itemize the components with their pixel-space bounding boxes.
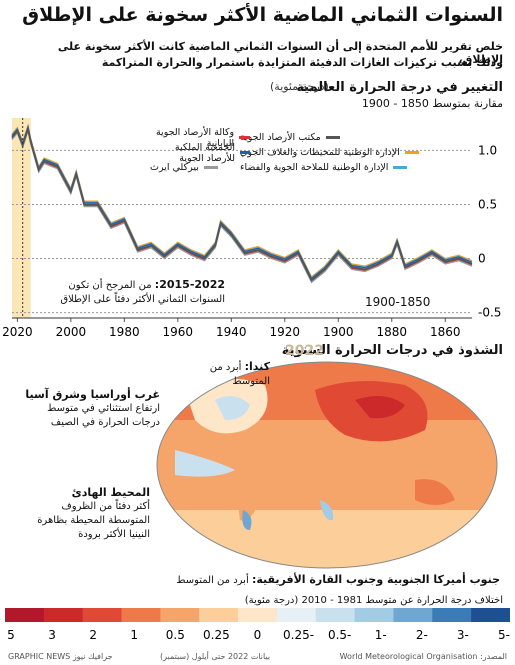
world-anomaly-map: [156, 361, 498, 569]
pacific-bold: المحيط الهادئ: [71, 486, 150, 499]
x-tick-label: 1980: [109, 325, 140, 339]
scale-swatch: [121, 608, 161, 622]
y-tick-label: 0: [478, 252, 486, 266]
scale-swatch: [199, 608, 239, 622]
legend-label: بيركلي ايرث: [150, 162, 199, 173]
recent-years-band: [12, 118, 31, 318]
scale-swatch: [393, 608, 433, 622]
south-note: جنوب أميركا الجنوبية وجنوب القارة الأفري…: [10, 573, 500, 588]
x-tick-label: 2020: [2, 325, 33, 339]
legend-item-nasa: الإدارة الوطنية للملاحة الجوية والفضاء: [240, 160, 468, 175]
scale-tick-label: 0.25: [203, 628, 230, 642]
annotation-bold: 2015-2022:: [154, 278, 225, 291]
data-date: بيانات 2022 حتى أيلول (سبتمبر): [160, 652, 271, 661]
scale-swatch: [238, 608, 278, 622]
map-year: 2022: [285, 343, 324, 359]
page-title: السنوات الثماني الماضية الأكثر سخونة على…: [22, 4, 503, 26]
annotation-text-2: السنوات الثماني الأكثر دفئاً على الإطلاق: [60, 294, 225, 305]
scale-tick-label: 0: [254, 628, 262, 642]
legend-label: وكالة الأرصاد الجوية اليابانية: [155, 126, 235, 149]
scale-tick-label: 5-: [498, 628, 510, 642]
x-tick-label: 1940: [216, 325, 247, 339]
source: المصدر: World Meteorological Organisatio…: [339, 652, 507, 661]
scale-tick-label: 3-: [457, 628, 469, 642]
legend-item-rms: الجمعية الملكية للأرصاد الجوية: [150, 142, 250, 164]
legend-item-metoffice: مكتب الأرصاد الجوية: [240, 130, 468, 145]
y-tick-label: -0.5: [478, 306, 501, 320]
credit: GRAPHIC NEWS جرافيك نيوز: [8, 652, 113, 661]
scale-tick-label: 0.25-: [283, 628, 314, 642]
legend-item-jma: وكالة الأرصاد الجوية اليابانية: [150, 127, 250, 149]
canada-bold: كندا:: [244, 360, 270, 373]
scale-swatch: [43, 608, 84, 622]
scale-tick-label: 1: [130, 628, 138, 642]
annotation-text-1: من المرجح أن تكون: [68, 280, 152, 291]
chart-title: التغيير في درجة الحرارة العالمية: [296, 80, 503, 95]
scale-tick-label: 3: [48, 628, 56, 642]
map-title: الشذوذ في درجات الحرارة السنوية: [281, 343, 503, 358]
pacific-note: المحيط الهادئ أكثر دفئاً من الظروف المتو…: [10, 486, 150, 542]
south-bold: جنوب أميركا الجنوبية وجنوب القارة الأفري…: [251, 573, 500, 586]
baseline-label: 1900-1850: [365, 295, 431, 309]
scale-label: اختلاف درجة الحرارة عن متوسط 1981 - 2010…: [244, 595, 503, 606]
x-tick-label: 1860: [430, 325, 461, 339]
canada-note: كندا: أبرد من المتوسط: [175, 360, 270, 389]
canada-text: أبرد من المتوسط: [209, 362, 270, 387]
pacific-text-2: المتوسطة المحيطة بظاهرة: [37, 515, 150, 526]
x-tick-label: 1900: [323, 325, 354, 339]
eurasia-text-2: درجات الحرارة في الصيف: [50, 417, 160, 428]
legend-label: الإدارة الوطنية للمحيطات والغلاف الجوي: [240, 147, 400, 158]
scale-swatch: [354, 608, 394, 622]
scale-swatch: [276, 608, 317, 622]
scale-swatch: [432, 608, 472, 622]
series-line: [11, 125, 473, 282]
x-tick-label: 2000: [56, 325, 87, 339]
legend-item-noaa: الإدارة الوطنية للمحيطات والغلاف الجوي: [240, 145, 468, 160]
chart-legend: مكتب الأرصاد الجوية الإدارة الوطنية للمح…: [240, 130, 468, 175]
y-tick-label: 1.0: [478, 143, 497, 157]
scale-tick-label: 2-: [416, 628, 428, 642]
pacific-text-1: أكثر دفئاً من الظروف: [61, 501, 150, 512]
eurasia-note: غرب أوراسيا وشرق آسيا ارتفاع استثنائي في…: [10, 388, 160, 430]
south-text: أبرد من المتوسط: [176, 575, 249, 586]
scale-swatch: [82, 608, 123, 622]
scale-tick-label: 5: [7, 628, 15, 642]
legend-item-berkeley: بيركلي ايرث: [150, 160, 250, 175]
eurasia-bold: غرب أوراسيا وشرق آسيا: [25, 388, 160, 401]
legend-label: مكتب الأرصاد الجوية: [240, 132, 321, 143]
eurasia-text-1: ارتفاع استثنائي في متوسط: [47, 403, 160, 414]
legend-label: الجمعية الملكية للأرصاد الجوية: [174, 141, 235, 164]
scale-tick-label: 0.5-: [328, 628, 351, 642]
pacific-text-3: النينيا الأكثر برودة: [78, 529, 150, 540]
scale-swatch: [160, 608, 200, 622]
scale-swatch: [5, 608, 45, 622]
subtitle-line-2: وذلك بسبب تركيزات الغازات الدفيئة المتزا…: [101, 56, 503, 69]
chart-subtitle: مقارنة بمتوسط 1850 - 1900: [361, 97, 503, 110]
chart-legend-2: وكالة الأرصاد الجوية اليابانية الجمعية ا…: [150, 127, 250, 175]
scale-swatch: [315, 608, 356, 622]
scale-tick-label: 2: [89, 628, 97, 642]
legend-label: الإدارة الوطنية للملاحة الجوية والفضاء: [240, 162, 389, 173]
x-tick-label: 1880: [376, 325, 407, 339]
x-tick-label: 1960: [163, 325, 194, 339]
scale-tick-label: 1-: [375, 628, 387, 642]
scale-tick-label: 0.5: [166, 628, 185, 642]
x-tick-label: 1920: [270, 325, 301, 339]
color-scale: 5 3 2 1 0.5 0.25 0 0.25- 0.5- 1- 2- 3- 5-: [5, 608, 510, 642]
chart-unit: (درجة مئوية): [270, 80, 329, 93]
y-tick-label: 0.5: [478, 197, 497, 211]
subtitle-line-1: خلص تقرير للأمم المتحدة إلى أن السنوات ا…: [57, 40, 503, 66]
scale-swatch: [471, 608, 510, 622]
chart-annotation: 2015-2022: من المرجح أن تكون السنوات الث…: [45, 278, 225, 307]
